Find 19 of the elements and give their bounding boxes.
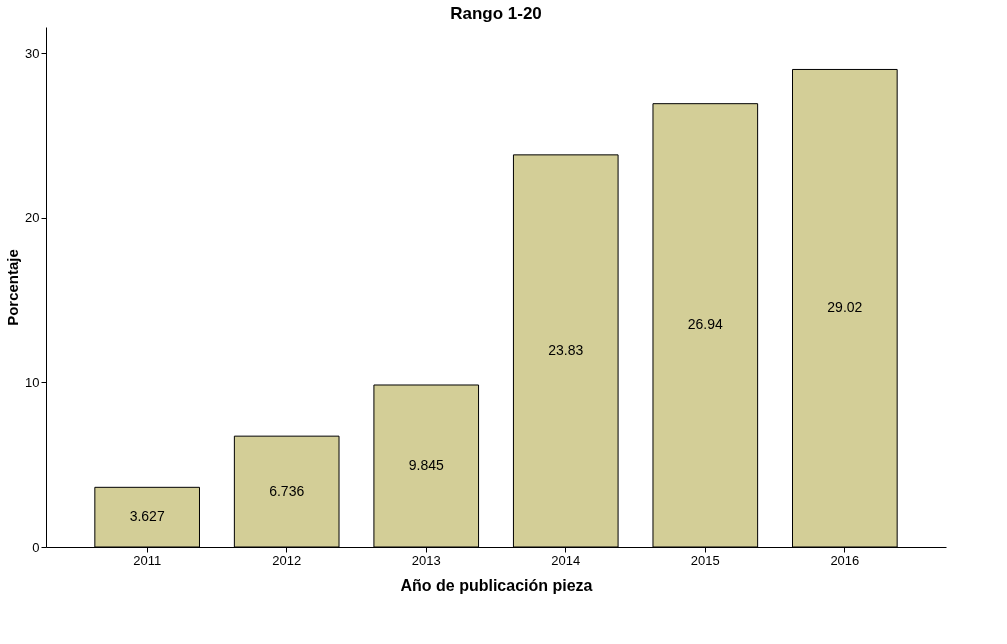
y-tick-label: 10	[25, 374, 40, 390]
data-label: 26.94	[687, 316, 724, 333]
y-tick-label: 30	[25, 45, 40, 61]
data-label: 3.627	[129, 508, 165, 525]
y-tick-label: 20	[25, 210, 40, 226]
x-tick-label: 2015	[690, 552, 720, 568]
data-label: 29.02	[827, 299, 863, 316]
x-tick-label: 2012	[272, 552, 302, 568]
x-tick-label: 2013	[411, 552, 441, 568]
x-tick-label: 2016	[830, 552, 860, 568]
data-label: 9.845	[408, 457, 444, 473]
y-axis-title: Porcentaje	[4, 249, 22, 326]
y-tick-label: 0	[32, 539, 40, 555]
data-label: 23.83	[548, 341, 584, 358]
chart-title: Rango 1-20	[450, 4, 542, 23]
x-tick-label: 2014	[551, 552, 581, 568]
x-axis-title: Año de publicación pieza	[400, 576, 593, 594]
x-tick-label: 2011	[133, 552, 162, 568]
data-label: 6.736	[269, 482, 305, 499]
